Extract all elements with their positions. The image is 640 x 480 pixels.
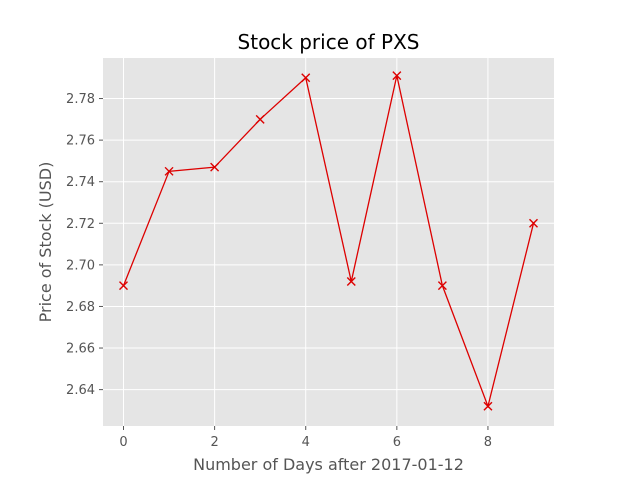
series-line <box>122 75 535 409</box>
x-axis-ticks: 0 2 4 6 8 <box>119 426 492 450</box>
data-point-marker <box>392 71 402 81</box>
y-axis-label: Price of Stock (USD) <box>36 162 55 323</box>
data-point-marker <box>529 218 538 228</box>
x-tick-label: 8 <box>484 435 492 450</box>
x-axis-label: Number of Days after 2017-01-12 <box>193 455 464 474</box>
data-point-marker <box>346 277 356 286</box>
y-tick-label: 2.66 <box>66 342 95 357</box>
grid-lines <box>103 58 554 426</box>
data-point-marker <box>255 114 265 124</box>
y-tick-label: 2.64 <box>66 383 95 398</box>
data-point-marker <box>210 162 220 172</box>
y-tick-label: 2.74 <box>66 175 95 190</box>
y-tick-label: 2.68 <box>66 300 95 315</box>
y-axis-ticks: 2.64 2.66 2.68 2.70 2.72 2.74 2.76 2.78 <box>66 92 103 398</box>
chart-title: Stock price of PXS <box>238 30 420 54</box>
plot-background <box>103 58 554 426</box>
y-tick-label: 2.70 <box>66 258 95 273</box>
x-tick-label: 2 <box>210 435 218 450</box>
data-point-marker <box>483 401 493 411</box>
data-point-marker <box>119 281 128 291</box>
x-tick-label: 0 <box>119 435 127 450</box>
y-tick-label: 2.72 <box>66 217 95 232</box>
x-tick-label: 6 <box>393 435 401 450</box>
series-group <box>119 71 538 411</box>
data-point-marker <box>437 281 447 291</box>
x-tick-label: 4 <box>302 435 310 450</box>
data-point-marker <box>301 73 311 83</box>
data-point-marker <box>164 166 174 176</box>
y-tick-label: 2.76 <box>66 134 95 149</box>
y-tick-label: 2.78 <box>66 92 95 107</box>
